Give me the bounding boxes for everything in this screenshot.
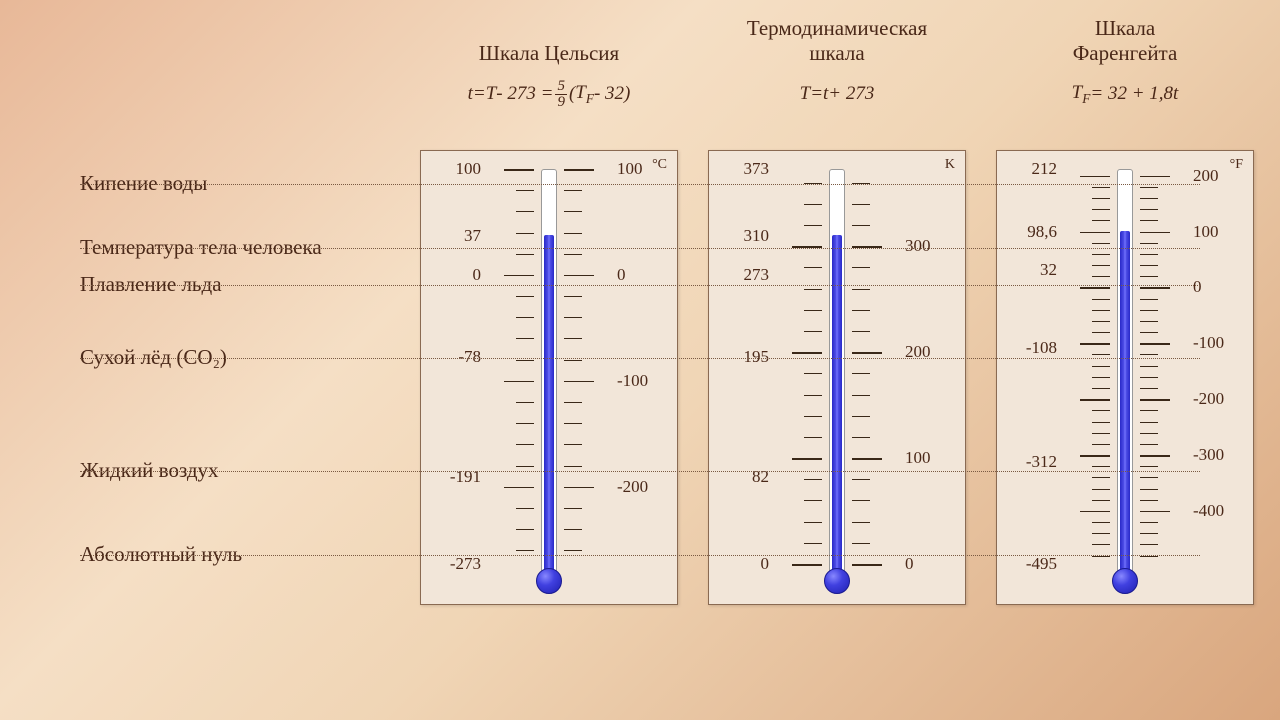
left-reference-number: 32 [1009, 260, 1057, 280]
thermometer-box: °F-400-300-200-100010020021298,632-108-3… [996, 150, 1254, 605]
right-scale-number: 200 [1193, 166, 1241, 186]
right-scale-number: 100 [1193, 222, 1241, 242]
thermometer-fill [1120, 231, 1130, 573]
thermometer-box: °C-200-1000100100370-78-191-273 [420, 150, 678, 605]
right-scale-number: -200 [617, 477, 665, 497]
scale-block: ШкалаФаренгейтаTF = 32 + 1,8t°F-400-300-… [996, 0, 1254, 118]
thermometer-bulb [536, 568, 562, 594]
scales-row: Шкала Цельсияt = T - 273 = 59 (TF - 32)°… [420, 0, 1254, 118]
left-reference-number: 37 [433, 226, 481, 246]
ticks-left [1055, 169, 1110, 564]
ticks-left [479, 169, 534, 564]
thermometer-box: K0100200300373310273195820 [708, 150, 966, 605]
left-reference-number: 0 [433, 265, 481, 285]
right-scale-number: 200 [905, 342, 953, 362]
right-scale-number: -200 [1193, 389, 1241, 409]
thermometer-tube [829, 169, 845, 574]
right-scale-number: 0 [905, 554, 953, 574]
connector-line [80, 285, 1200, 286]
connector-line [80, 184, 1200, 185]
unit-label: K [945, 157, 955, 173]
scale-block: Шкала Цельсияt = T - 273 = 59 (TF - 32)°… [420, 0, 678, 118]
ticks-right [852, 169, 907, 564]
right-scale-number: -100 [617, 371, 665, 391]
right-scale-number: 100 [905, 448, 953, 468]
left-reference-number: 212 [1009, 159, 1057, 179]
scale-title: Шкала Цельсия [420, 0, 678, 70]
thermometer-tube [1117, 169, 1133, 574]
left-reference-number: 310 [721, 226, 769, 246]
connector-line [80, 358, 1200, 359]
thermometer-tube [541, 169, 557, 574]
left-reference-number: -312 [1009, 452, 1057, 472]
ticks-right [564, 169, 619, 564]
right-scale-number: -100 [1193, 333, 1241, 353]
left-reference-number: 98,6 [1009, 222, 1057, 242]
right-scale-number: -300 [1193, 445, 1241, 465]
left-reference-number: 373 [721, 159, 769, 179]
right-scale-number: 0 [1193, 277, 1241, 297]
scale-formula: TF = 32 + 1,8t [996, 70, 1254, 118]
scale-title: Термодинамическаяшкала [708, 0, 966, 70]
left-reference-number: 100 [433, 159, 481, 179]
ticks-left [767, 169, 822, 564]
connector-line [80, 248, 1200, 249]
scale-formula: T = t + 273 [708, 70, 966, 118]
scale-formula: t = T - 273 = 59 (TF - 32) [420, 70, 678, 118]
right-scale-number: 100 [617, 159, 665, 179]
right-scale-number: -400 [1193, 501, 1241, 521]
connector-line [80, 555, 1200, 556]
scale-title: ШкалаФаренгейта [996, 0, 1254, 70]
right-scale-number: 0 [617, 265, 665, 285]
left-reference-number: -108 [1009, 338, 1057, 358]
ticks-right [1140, 169, 1195, 564]
left-reference-number: -273 [433, 554, 481, 574]
right-scale-number: 300 [905, 236, 953, 256]
reference-labels-column: Кипение водыТемпература тела человекаПла… [80, 0, 410, 720]
thermometer-bulb [824, 568, 850, 594]
left-reference-number: -495 [1009, 554, 1057, 574]
left-reference-number: 273 [721, 265, 769, 285]
thermometer-bulb [1112, 568, 1138, 594]
scale-block: ТермодинамическаяшкалаT = t + 273K010020… [708, 0, 966, 118]
connector-line [80, 471, 1200, 472]
left-reference-number: 0 [721, 554, 769, 574]
